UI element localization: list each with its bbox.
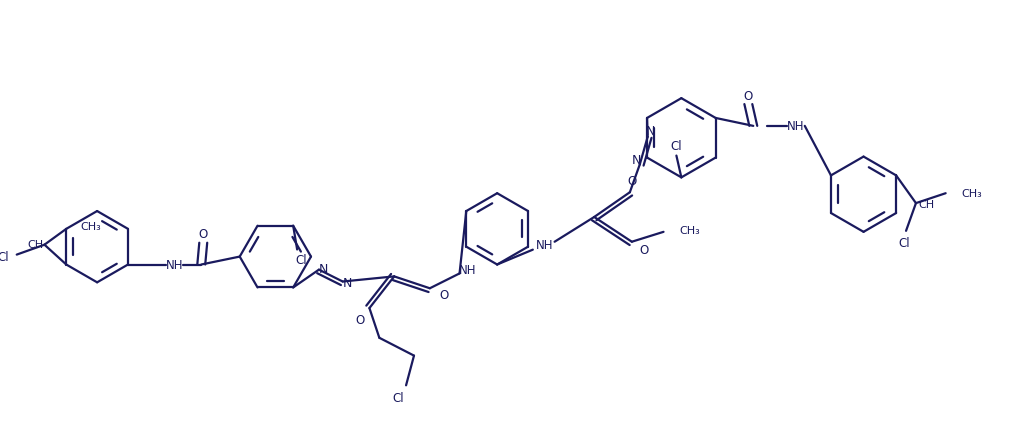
Text: CH: CH xyxy=(918,200,934,209)
Text: CH₃: CH₃ xyxy=(679,225,700,235)
Text: N: N xyxy=(320,263,329,276)
Text: N: N xyxy=(343,276,352,289)
Text: Cl: Cl xyxy=(671,140,682,153)
Text: Cl: Cl xyxy=(392,391,404,404)
Text: Cl: Cl xyxy=(295,253,307,266)
Text: NH: NH xyxy=(787,120,805,133)
Text: O: O xyxy=(743,89,752,102)
Text: N: N xyxy=(632,154,641,167)
Text: NH: NH xyxy=(458,263,476,276)
Text: O: O xyxy=(639,243,648,257)
Text: N: N xyxy=(646,125,655,138)
Text: O: O xyxy=(355,314,364,327)
Text: O: O xyxy=(439,288,448,301)
Text: NH: NH xyxy=(165,258,184,271)
Text: CH₃: CH₃ xyxy=(80,221,101,231)
Text: Cl: Cl xyxy=(898,237,910,250)
Text: O: O xyxy=(199,228,208,241)
Text: O: O xyxy=(627,175,636,187)
Text: Cl: Cl xyxy=(0,251,9,264)
Text: CH₃: CH₃ xyxy=(962,189,982,199)
Text: NH: NH xyxy=(536,239,553,252)
Text: CH: CH xyxy=(28,239,44,249)
